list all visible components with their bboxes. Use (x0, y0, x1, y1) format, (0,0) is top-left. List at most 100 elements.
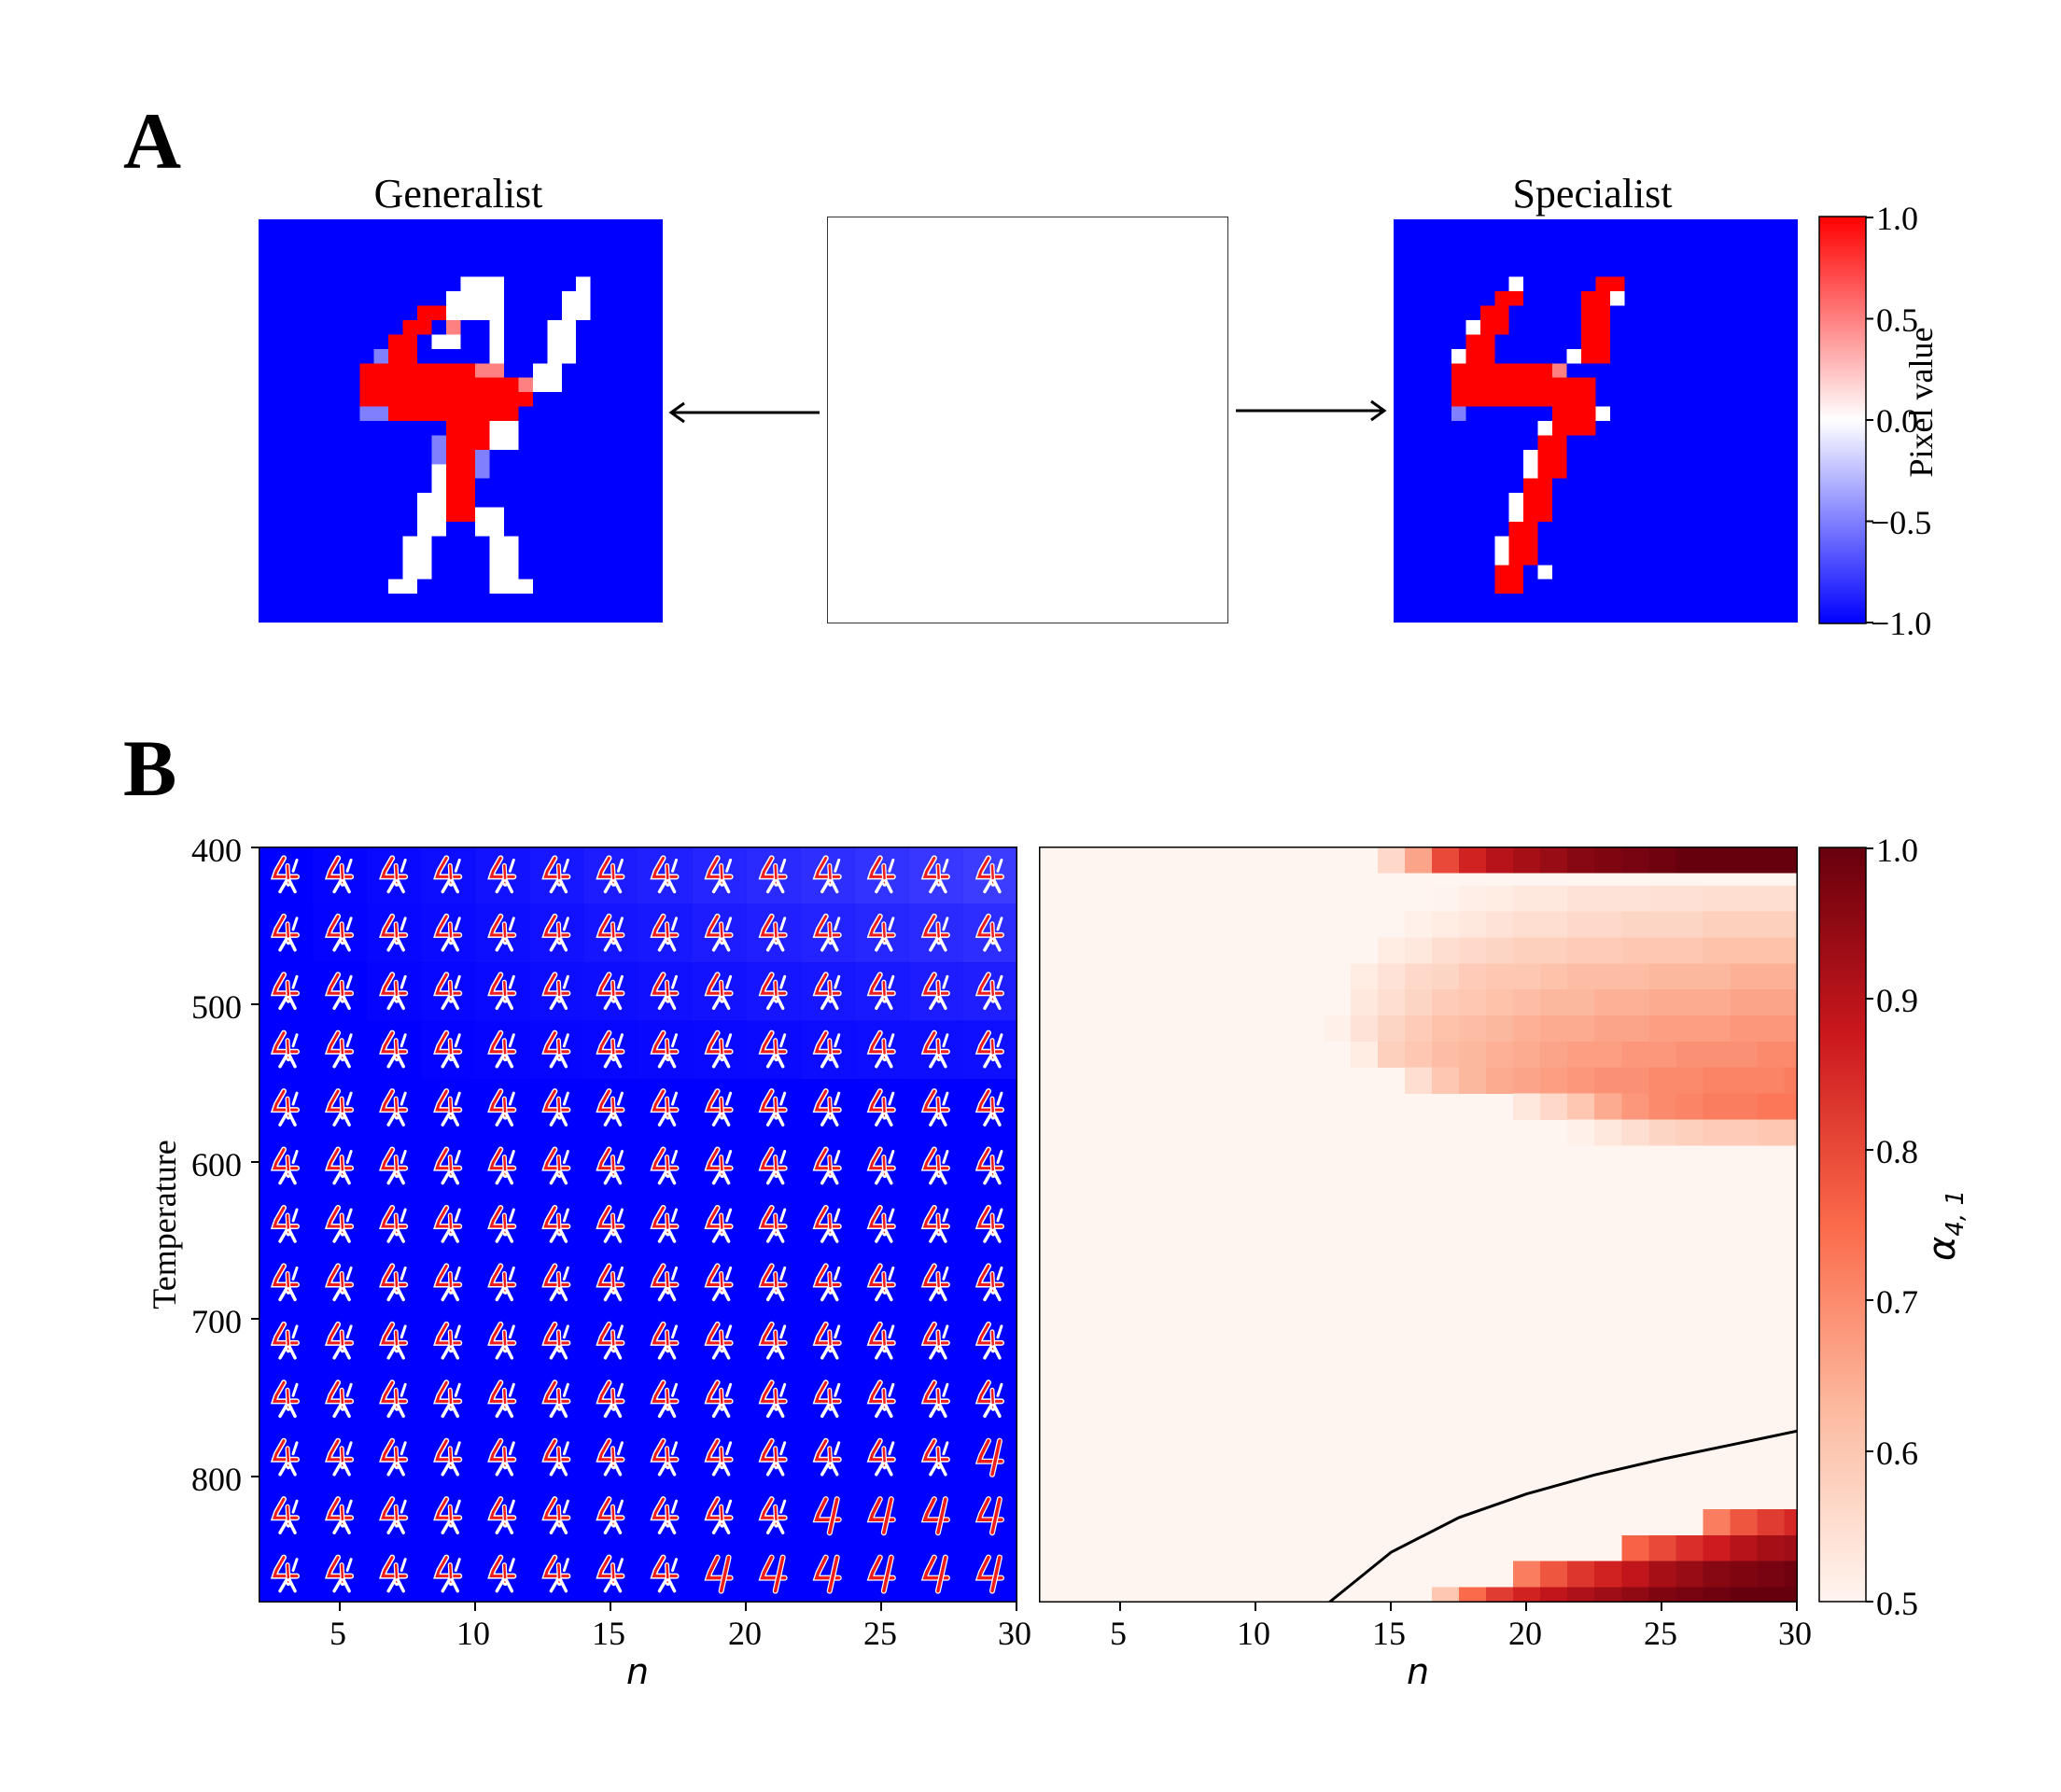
alpha-cell (1730, 1561, 1758, 1589)
alpha-cell (1703, 1587, 1731, 1603)
alpha-cell (1757, 1561, 1785, 1589)
alpha-cell (1703, 1534, 1731, 1562)
cbar-a-tick-2: 0.5 (1876, 301, 1918, 339)
alpha-cell (1513, 1015, 1541, 1043)
generalist-pixel (518, 377, 533, 393)
generalist-pixel (402, 320, 432, 335)
alpha-cell (1432, 963, 1460, 990)
alpha-cell (1621, 1587, 1649, 1603)
alpha-cell (1404, 1041, 1433, 1069)
y-tick-600: 600 (191, 1146, 242, 1183)
alpha-cell (1594, 937, 1622, 964)
alpha-cell (1432, 1587, 1460, 1603)
alpha-cell (1703, 1561, 1731, 1589)
alpha-cell (1594, 989, 1622, 1016)
left-x-tickmarks (339, 1603, 1017, 1611)
alpha-cell (1648, 847, 1676, 874)
alpha-cell (1540, 1067, 1568, 1095)
specialist-pixel (1523, 449, 1538, 479)
alpha-cell (1513, 1067, 1541, 1095)
alpha-cell (1486, 1015, 1514, 1043)
alpha-cell (1459, 885, 1487, 913)
generalist-pixel (373, 348, 389, 364)
generalist-pixel (359, 363, 418, 378)
alpha-cell (1567, 1015, 1595, 1043)
alpha-cell (1350, 963, 1379, 990)
alpha-cell (1323, 1015, 1352, 1043)
alpha-cell (1486, 989, 1514, 1016)
alpha-cell (1594, 1119, 1622, 1146)
alpha-cell (1567, 1119, 1595, 1146)
alpha-cell (1621, 1041, 1649, 1069)
center-empty-box (827, 217, 1228, 623)
cbar-a-tick-4: −0.5 (1871, 504, 1932, 541)
phase-boundary-curve (1327, 1429, 1798, 1603)
alpha-cell (1432, 1015, 1460, 1043)
alpha-cell (1486, 1587, 1514, 1603)
generalist-pixel (576, 276, 591, 292)
alpha-cell (1404, 1015, 1433, 1043)
specialist-pixel (1508, 363, 1553, 407)
alpha-cell (1675, 937, 1703, 964)
alpha-cell (1730, 963, 1758, 990)
alpha-cell (1459, 911, 1487, 938)
y-tick-700: 700 (191, 1303, 242, 1340)
alpha-cell (1513, 885, 1541, 913)
alpha-cell (1730, 989, 1758, 1016)
generalist-title: Generalist (373, 171, 543, 217)
alpha-cell (1730, 1015, 1758, 1043)
alpha-cell (1730, 885, 1758, 913)
left-arrow-icon (668, 401, 820, 424)
alpha-cell (1567, 1561, 1595, 1589)
alpha-cell (1784, 963, 1798, 990)
generalist-pixel (431, 334, 461, 349)
alpha-cell (1432, 885, 1460, 913)
generalist-pixel (489, 421, 519, 450)
generalist-pixel (532, 363, 562, 393)
alpha-cell (1540, 937, 1568, 964)
left-x-axis-label: n (626, 1651, 650, 1692)
generalist-pixel (417, 363, 475, 378)
specialist-pixel (1494, 565, 1524, 595)
specialist-pixel (1508, 276, 1524, 292)
cbar-a-tick-1: 1.0 (1876, 200, 1918, 237)
alpha-cell (1404, 963, 1433, 990)
alpha-cell (1648, 989, 1676, 1016)
temperature-axis-label: Temperature (146, 1140, 183, 1309)
generalist-pixel (417, 305, 447, 320)
alpha-cell (1486, 911, 1514, 938)
alpha-cell (1730, 1587, 1758, 1603)
alpha-cell (1513, 847, 1541, 874)
left-x-tick-25: 25 (863, 1615, 897, 1652)
alpha-cell (1486, 963, 1514, 990)
alpha-cell (1567, 937, 1595, 964)
alpha-cell (1621, 885, 1649, 913)
y-tick-800: 800 (191, 1461, 242, 1498)
specialist-pixel (1508, 522, 1538, 566)
specialist-pixel (1581, 334, 1610, 364)
alpha-symbol: α (1921, 1236, 1964, 1261)
specialist-pixel (1451, 363, 1509, 407)
alpha-cell (1432, 1067, 1460, 1095)
specialist-pixel (1566, 348, 1582, 364)
right-x-tick-30: 30 (1778, 1615, 1812, 1652)
alpha-cell (1486, 1067, 1514, 1095)
alpha-cell (1784, 847, 1798, 874)
pixel-colorbar (1818, 216, 1873, 624)
right-x-tick-10: 10 (1237, 1615, 1270, 1652)
alpha-cell (1675, 1093, 1703, 1120)
alpha-cell (1621, 989, 1649, 1016)
alpha-cell (1621, 1093, 1649, 1120)
alpha-cell (1784, 1561, 1798, 1589)
alpha-cell (1513, 963, 1541, 990)
alpha-cell (1648, 1561, 1676, 1589)
alpha-cell (1567, 1587, 1595, 1603)
alpha-cell (1621, 847, 1649, 874)
specialist-pixel (1552, 406, 1596, 436)
generalist-pixel (561, 291, 591, 320)
alpha-cell (1757, 937, 1785, 964)
left-x-tick-5: 5 (329, 1615, 346, 1652)
alpha-colorbar (1818, 847, 1873, 1603)
generalist-pixel (489, 536, 519, 580)
alpha-cell (1730, 1509, 1758, 1536)
